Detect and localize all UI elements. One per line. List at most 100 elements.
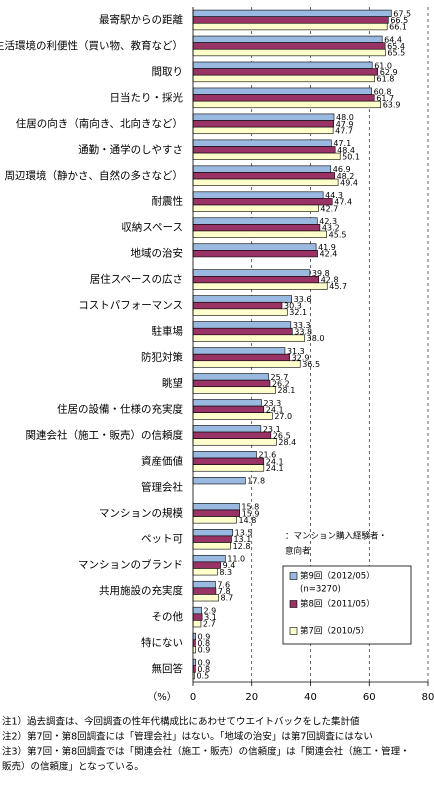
x-tick-label: 40	[304, 692, 317, 703]
value-label: 0.9	[198, 632, 211, 641]
value-label: 46.9	[333, 165, 351, 174]
category-label: 駐車場	[152, 325, 184, 338]
bar	[192, 87, 372, 95]
bar	[192, 113, 335, 121]
bar	[192, 191, 324, 199]
category-label: 住居の設備・仕様の充実度	[57, 402, 183, 415]
bar	[192, 204, 319, 212]
value-label: 61.7	[376, 94, 394, 103]
value-label: 15.8	[241, 503, 259, 512]
bar	[192, 35, 383, 43]
value-label: 23.3	[263, 399, 281, 408]
value-label: 27.0	[274, 412, 292, 421]
value-label: 31.3	[287, 347, 305, 356]
value-label: 47.9	[336, 120, 354, 129]
value-label: 26.2	[272, 379, 290, 388]
value-label: 7.6	[217, 581, 230, 590]
legend-swatch	[289, 627, 298, 635]
category-label: ペット可	[141, 533, 183, 545]
bar	[192, 9, 392, 17]
bar	[192, 360, 301, 368]
value-label: 60.8	[374, 87, 392, 96]
legend-label: 第8回（2011/05）	[300, 599, 375, 610]
value-label: 44.3	[325, 191, 343, 200]
bar	[192, 477, 246, 485]
value-label: 65.4	[387, 42, 405, 51]
bar	[192, 16, 389, 24]
value-label: 0.8	[197, 665, 210, 674]
bar	[192, 230, 327, 238]
x-tick-label: 80	[422, 692, 434, 703]
category-label: 最寄駅からの距離	[99, 13, 183, 26]
value-label: 7.8	[218, 587, 231, 596]
footnote: 注2）第7回・第8回調査には「管理会社」はない。「地域の治安」は第7回調査にはな…	[2, 731, 373, 743]
value-label: 61.8	[377, 75, 395, 84]
bar	[192, 152, 341, 160]
value-label: 21.6	[258, 451, 276, 460]
value-label: 13.5	[235, 529, 253, 538]
bar	[192, 139, 332, 147]
value-label: 45.7	[329, 282, 347, 291]
category-label: 防犯対策	[141, 350, 183, 363]
value-label: 0.9	[198, 658, 211, 667]
bar	[192, 42, 386, 50]
bar	[192, 100, 382, 109]
value-label: 2.7	[203, 620, 216, 629]
legend-swatch	[289, 572, 298, 580]
bar	[192, 425, 262, 433]
bar	[192, 94, 375, 102]
bar	[192, 275, 320, 284]
bar	[192, 68, 379, 76]
bar	[192, 535, 232, 543]
bar	[192, 554, 226, 563]
bar	[192, 172, 335, 180]
value-label: 28.4	[278, 438, 296, 447]
bar	[192, 373, 269, 381]
value-label: 17.8	[247, 477, 265, 486]
value-label: 67.5	[393, 9, 411, 18]
value-label: 33.8	[294, 328, 312, 337]
bar	[192, 516, 237, 524]
value-label: 47.1	[333, 139, 351, 148]
category-label: コストパフォーマンス	[78, 300, 183, 312]
category-label: 眺望	[162, 376, 183, 389]
value-label: 9.4	[223, 561, 236, 570]
x-tick-label: 0	[190, 692, 196, 703]
value-label: 12.8	[233, 542, 251, 551]
legend-title: 意向者	[285, 546, 311, 557]
bar	[192, 405, 265, 414]
category-label: 関連会社（施工・販売）の信頼度	[26, 428, 184, 441]
bar	[192, 606, 202, 615]
category-label: 無回答	[152, 662, 184, 675]
legend-label: 第7回（2010/5）	[300, 626, 369, 637]
category-label: 資産価値	[141, 454, 183, 467]
footnote: 注1）過去調査は、今回調査の性年代構成比にあわせてウエイトバックをした集計値	[2, 716, 360, 728]
value-label: 13.1	[233, 535, 251, 544]
category-label: 住居の向き（南向き、北向きなど）	[16, 117, 183, 130]
category-label: 管理会社	[141, 480, 183, 493]
value-label: 38.0	[307, 334, 325, 343]
bar	[192, 386, 276, 394]
bar	[192, 126, 334, 135]
bar	[192, 120, 335, 128]
value-label: 36.5	[302, 360, 320, 369]
bar	[192, 301, 283, 310]
bar	[192, 61, 373, 69]
bar	[192, 568, 218, 576]
category-label: 耐震性	[152, 195, 184, 208]
value-label: 26.5	[273, 431, 291, 440]
bar	[192, 613, 203, 621]
bar	[192, 412, 273, 420]
bar	[192, 282, 328, 290]
value-label: 48.2	[337, 172, 355, 181]
legend-note: (n=3270)	[300, 585, 341, 595]
value-label: 47.7	[335, 126, 353, 135]
category-label: 通勤・通学のしやすさ	[78, 143, 183, 156]
bar	[192, 74, 375, 83]
bar	[192, 224, 321, 232]
bar	[192, 217, 318, 225]
value-label: 64.4	[384, 35, 402, 44]
value-label: 0.8	[197, 639, 210, 648]
value-label: 0.9	[198, 646, 211, 655]
value-label: 62.9	[380, 68, 398, 77]
